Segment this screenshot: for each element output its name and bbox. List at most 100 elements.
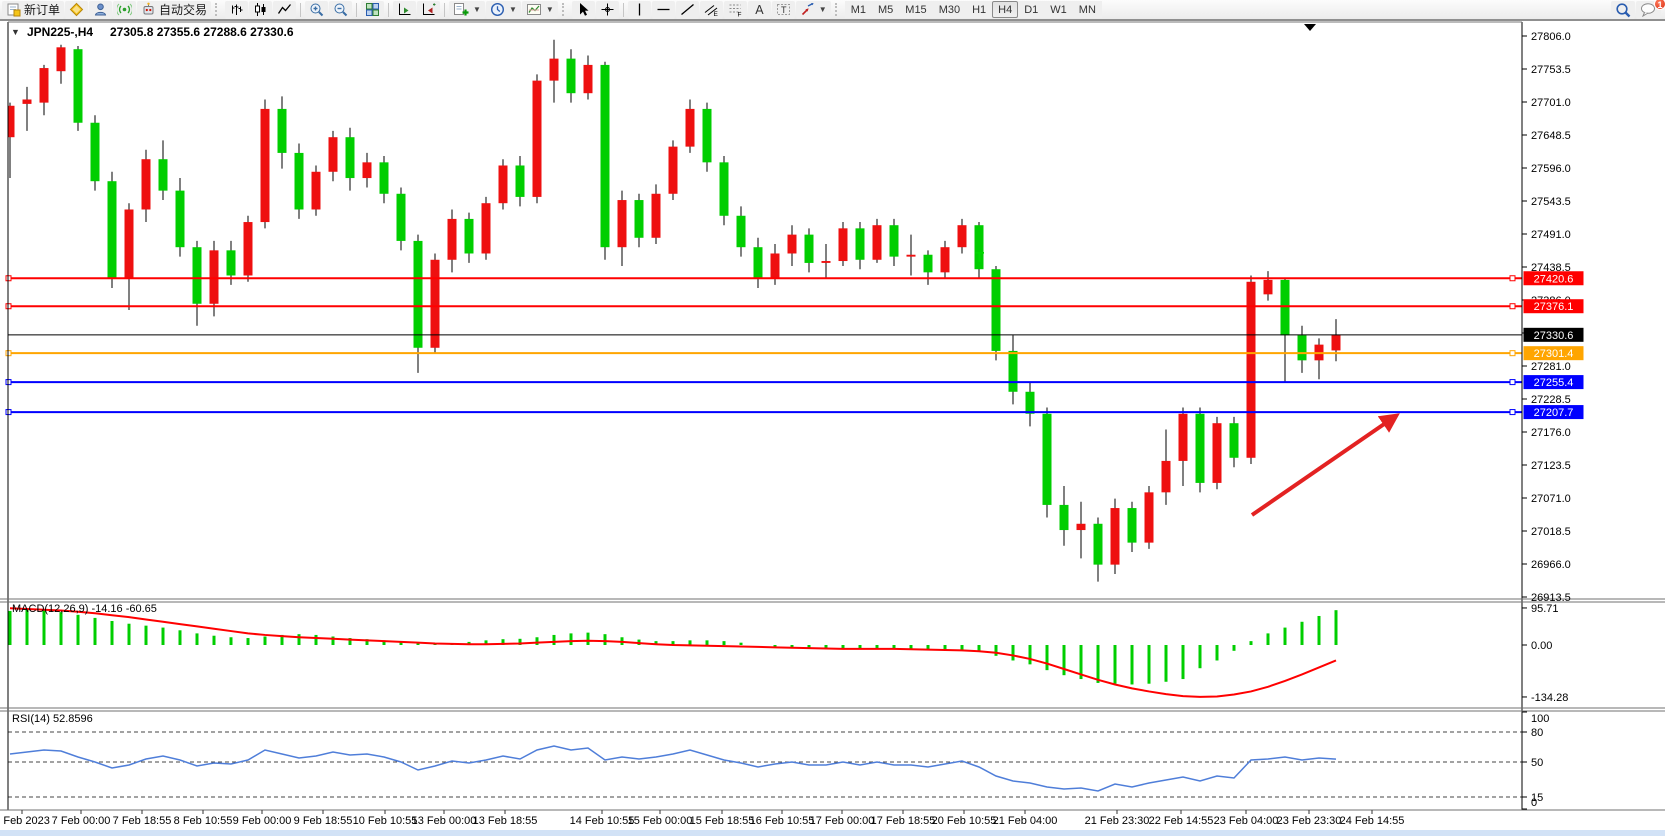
vertical-line-button[interactable] <box>627 0 651 19</box>
zoom-out-button[interactable] <box>329 0 353 19</box>
toolbar-separator <box>444 2 446 17</box>
auto-scroll-button[interactable] <box>393 0 417 19</box>
toolbar-separator <box>356 2 358 17</box>
timeframe-w1-button[interactable]: W1 <box>1044 1 1073 18</box>
candle-body <box>56 47 66 72</box>
timeframe-m30-button[interactable]: M30 <box>932 1 967 18</box>
chart-shift-icon <box>423 3 436 15</box>
candle-body <box>73 49 83 123</box>
svg-text:F: F <box>737 12 741 18</box>
new-chart-icon <box>454 3 469 16</box>
timeframe-m1-button[interactable]: M1 <box>844 1 872 18</box>
candle-body <box>498 165 508 204</box>
candle-body <box>158 159 168 191</box>
trend-arrow-annotation[interactable] <box>1250 413 1400 517</box>
chevron-down-icon: ▼ <box>545 5 554 14</box>
main-toolbar: 新订单 自动交易 <box>0 0 1665 21</box>
chart-shift-marker[interactable] <box>1304 24 1316 31</box>
candle-body <box>702 108 712 163</box>
timeframe-m15-button[interactable]: M15 <box>899 1 933 18</box>
candlestick-chart-button[interactable] <box>249 0 273 19</box>
shapes-button[interactable]: ▼ <box>795 0 831 19</box>
crosshair-button[interactable] <box>595 0 619 19</box>
candle-body <box>1178 413 1188 461</box>
cursor-button[interactable] <box>571 0 595 19</box>
vertical-line-icon <box>638 3 640 16</box>
trendline-icon <box>680 4 694 15</box>
channel-button[interactable]: E <box>699 0 723 19</box>
zoom-in-button[interactable] <box>305 0 329 19</box>
candle-body <box>923 254 933 273</box>
horizontal-line-button[interactable] <box>651 0 675 19</box>
time-axis-label: 20 Feb 10:55 <box>932 815 997 827</box>
text-button[interactable]: A <box>747 0 771 19</box>
time-axis-label: 7 Feb 00:00 <box>52 815 111 827</box>
candle-body <box>753 247 763 279</box>
price-axis-label: 27018.5 <box>1531 526 1571 538</box>
new-order-icon <box>7 3 21 17</box>
bar-chart-button[interactable] <box>225 0 249 19</box>
tile-windows-button[interactable] <box>361 0 385 19</box>
notification-badge: 1 <box>1654 0 1665 10</box>
search-button[interactable] <box>1611 0 1635 19</box>
line-handle[interactable] <box>1509 350 1516 357</box>
candle-body <box>1008 350 1018 392</box>
price-axis-label: 27543.5 <box>1531 196 1571 208</box>
line-handle[interactable] <box>1509 275 1516 282</box>
chevron-down-icon: ▼ <box>508 5 517 14</box>
candle-body <box>277 108 287 153</box>
line-handle[interactable] <box>1509 303 1516 310</box>
zoom-out-icon <box>334 3 348 17</box>
candle-body <box>1195 413 1205 483</box>
new-chart-button[interactable]: ▼ <box>449 0 485 19</box>
time-axis-label: 7 Feb 18:55 <box>113 815 172 827</box>
chat-button[interactable]: 1 <box>1636 0 1665 19</box>
community-icon <box>94 3 107 16</box>
bar-chart-icon <box>232 4 243 15</box>
line-handle[interactable] <box>1509 379 1516 386</box>
trendline-button[interactable] <box>675 0 699 19</box>
price-axis-label: 27071.0 <box>1531 493 1571 505</box>
time-axis-label: 15 Feb 18:55 <box>690 815 755 827</box>
candle-body <box>192 247 202 304</box>
timeframe-d1-button[interactable]: D1 <box>1018 1 1045 18</box>
new-order-button[interactable]: 新订单 <box>2 0 65 19</box>
text-label-button[interactable]: T <box>771 0 795 19</box>
window-bottom-edge <box>0 830 1665 836</box>
timeframe-h1-button[interactable]: H1 <box>966 1 993 18</box>
candle-body <box>362 162 372 179</box>
signals-button[interactable] <box>113 0 137 19</box>
chart-shift-button[interactable] <box>417 0 441 19</box>
candle-body <box>345 137 355 179</box>
community-button[interactable] <box>89 0 113 19</box>
time-axis-label: 8 Feb 10:55 <box>174 815 233 827</box>
candle-body <box>940 247 950 273</box>
periods-clock-button[interactable]: ▼ <box>485 0 521 19</box>
candle-body <box>243 222 253 276</box>
price-level-badge <box>1523 405 1584 420</box>
candle-body <box>787 234 797 254</box>
price-axis-label: 27648.5 <box>1531 130 1571 142</box>
macd-axis-label: -134.28 <box>1531 692 1568 704</box>
fibonacci-button[interactable]: F <box>723 0 747 19</box>
text-icon: A <box>755 3 764 17</box>
auto-trading-label: 自动交易 <box>159 3 208 17</box>
candle-body <box>396 193 406 241</box>
candle-body <box>600 64 610 248</box>
templates-button[interactable]: ▼ <box>521 0 558 19</box>
svg-text:A: A <box>755 3 764 17</box>
timeframe-mn-button[interactable]: MN <box>1072 1 1102 18</box>
timeframe-toolbar: M1 M5 M15 M30 H1 H4 D1 W1 MN <box>844 1 1102 18</box>
diamond-button[interactable] <box>65 0 89 19</box>
time-axis-label: 6 Feb 2023 <box>0 815 50 827</box>
timeframe-m5-button[interactable]: M5 <box>872 1 900 18</box>
price-level-badge-text: 27301.4 <box>1534 348 1574 360</box>
price-axis-label: 26966.0 <box>1531 559 1571 571</box>
timeframe-h4-button[interactable]: H4 <box>992 1 1019 18</box>
auto-trading-button[interactable]: 自动交易 <box>137 0 212 19</box>
line-chart-button[interactable] <box>273 0 297 19</box>
line-handle[interactable] <box>1509 409 1516 416</box>
time-axis-label: 16 Feb 10:55 <box>750 815 815 827</box>
candle-body <box>855 228 865 260</box>
